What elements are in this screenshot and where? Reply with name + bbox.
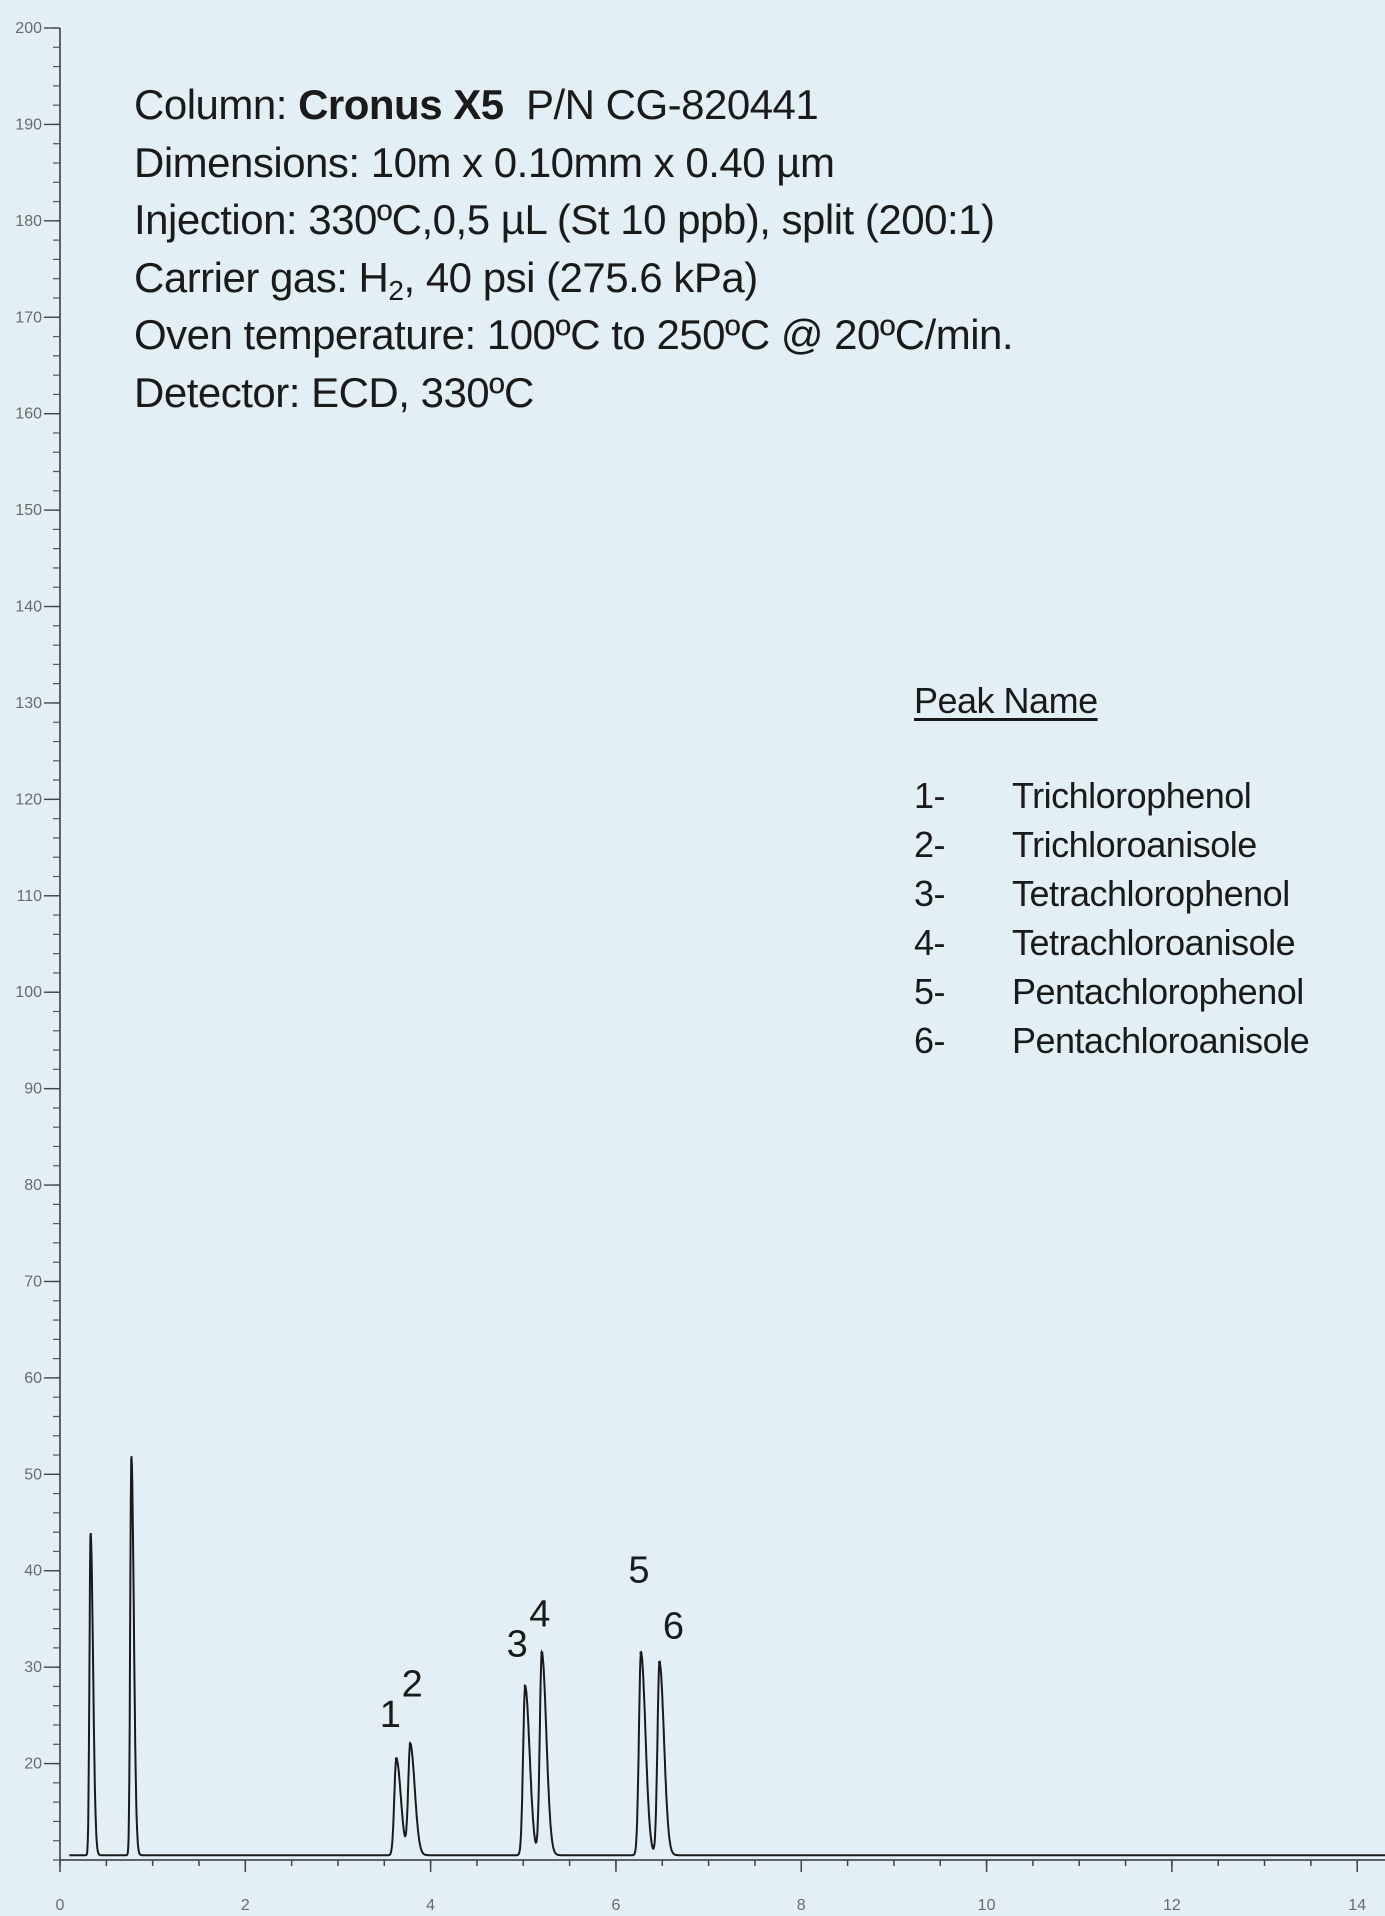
legend-item-name: Pentachlorophenol	[1012, 971, 1304, 1012]
method-info: Column: Cronus X5 P/N CG-820441 Dimensio…	[134, 76, 1014, 421]
y-tick-label: 160	[15, 406, 42, 423]
peak-label-5: 5	[628, 1550, 649, 1592]
y-tick-label: 30	[24, 1659, 42, 1676]
y-tick-label: 40	[24, 1563, 42, 1580]
column-pn: P/N CG-820441	[525, 81, 819, 128]
carrier-prefix: Carrier gas: H	[134, 253, 389, 301]
carrier-suffix: , 40 psi (275.6 kPa)	[403, 253, 758, 301]
legend-rows: 1- Trichlorophenol 2- Trichloroanisole 3- Tet…	[914, 771, 1310, 1065]
legend-item-name: Trichlorophenol	[1012, 775, 1252, 816]
y-tick-label: 50	[24, 1466, 42, 1483]
y-tick-label: 170	[15, 309, 42, 326]
legend-item-number: 1-	[914, 775, 946, 816]
injection-line: Injection: 330ºC,0,5 µL (St 10 ppb), spl…	[134, 196, 995, 243]
legend-item-name: Tetrachlorophenol	[1012, 873, 1290, 914]
carrier-subscript: 2	[388, 274, 404, 306]
y-axis: 20 30 40 50 60 70 80 90 100 110 120 130 140 150 160 170…	[15, 20, 61, 1861]
legend-item-number: 4-	[914, 922, 946, 963]
legend-item-name: Tetrachloroanisole	[1012, 922, 1296, 963]
peak-label-1: 1	[380, 1694, 401, 1736]
detector-line: Detector: ECD, 330ºC	[134, 368, 534, 416]
y-tick-label: 20	[24, 1756, 42, 1773]
legend-item-number: 3-	[914, 873, 946, 914]
y-tick-label: 80	[24, 1177, 42, 1194]
peak-legend: Peak Name 1- Trichlorophenol 2- Trichloroan…	[914, 680, 1310, 1065]
oven-line: Oven temperature: 100ºC to 250ºC @ 20ºC/…	[134, 311, 1014, 358]
y-tick-label: 140	[15, 599, 42, 616]
x-tick-label: 14	[1348, 1897, 1366, 1914]
y-tick-label: 130	[15, 695, 42, 712]
y-tick-label: 120	[15, 791, 42, 808]
y-tick-label: 180	[15, 213, 42, 230]
y-tick-label: 200	[15, 20, 42, 37]
legend-item-name: Trichloroanisole	[1012, 824, 1257, 865]
legend-item-number: 2-	[914, 824, 946, 865]
legend-item: 5- Pentachlorophenol	[914, 967, 1309, 1016]
legend-item-name: Pentachloroanisole	[1012, 1020, 1310, 1061]
peak-apex-3	[523, 1684, 527, 1688]
legend-item-number: 6-	[914, 1020, 946, 1061]
x-tick-label: 10	[978, 1897, 996, 1914]
peak-apex-5	[639, 1651, 643, 1655]
y-tick-label: 90	[24, 1081, 42, 1098]
carrier-line: Carrier gas: H2, 40 psi (275.6 kPa)	[134, 249, 1013, 307]
legend-item: 2- Trichloroanisole	[914, 820, 1309, 869]
trace-line	[69, 1456, 1385, 1857]
legend-item: 3- Tetrachlorophenol	[914, 869, 1309, 918]
peak-apex-1	[394, 1757, 398, 1761]
y-tick-label: 70	[24, 1273, 42, 1290]
x-tick-label: 8	[797, 1897, 806, 1914]
x-tick-label: 0	[56, 1897, 65, 1914]
peak-label-4: 4	[529, 1594, 550, 1636]
legend-item-number: 5-	[914, 971, 946, 1012]
peak-apex-4	[540, 1651, 544, 1655]
legend-item: 1- Trichlorophenol	[914, 771, 1309, 820]
dimensions-line: Dimensions: 10m x 0.10mm x 0.40 µm	[134, 138, 835, 186]
x-tick-label: 2	[241, 1897, 250, 1914]
peak-label-6: 6	[663, 1605, 684, 1647]
x-axis: 0 2 4 6 8 10 12 14	[56, 1859, 1385, 1914]
column-name: Cronus X5	[298, 81, 504, 128]
y-tick-label: 100	[15, 984, 42, 1001]
y-tick-label: 150	[15, 502, 42, 519]
y-tick-label: 110	[16, 888, 42, 905]
x-tick-label: 12	[1163, 1897, 1181, 1914]
legend-item: 4- Tetrachloroanisole	[914, 918, 1309, 967]
peak-labels: 12 34 56	[380, 1550, 684, 1761]
x-tick-label: 6	[611, 1897, 620, 1914]
peak-apex-6	[657, 1660, 661, 1664]
peak-label-3: 3	[507, 1623, 528, 1665]
peak-label-2: 2	[402, 1663, 423, 1705]
legend-title: Peak Name	[914, 680, 1098, 721]
peak-apex-2	[408, 1742, 412, 1746]
x-tick-label: 4	[426, 1897, 435, 1914]
y-tick-label: 60	[24, 1370, 42, 1387]
chromatogram-trace	[69, 1456, 1385, 1857]
column-line: Column: Cronus X5 P/N CG-820441	[134, 76, 1013, 134]
column-prefix: Column:	[134, 81, 299, 128]
y-tick-label: 190	[15, 116, 42, 133]
legend-item: 6- Pentachloroanisole	[914, 1016, 1310, 1065]
